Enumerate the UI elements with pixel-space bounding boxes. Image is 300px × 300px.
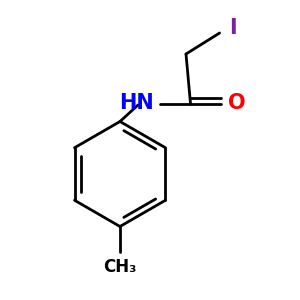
Text: CH₃: CH₃ bbox=[103, 258, 137, 276]
Text: O: O bbox=[228, 93, 246, 112]
Text: I: I bbox=[229, 19, 236, 38]
Text: HN: HN bbox=[119, 93, 154, 112]
